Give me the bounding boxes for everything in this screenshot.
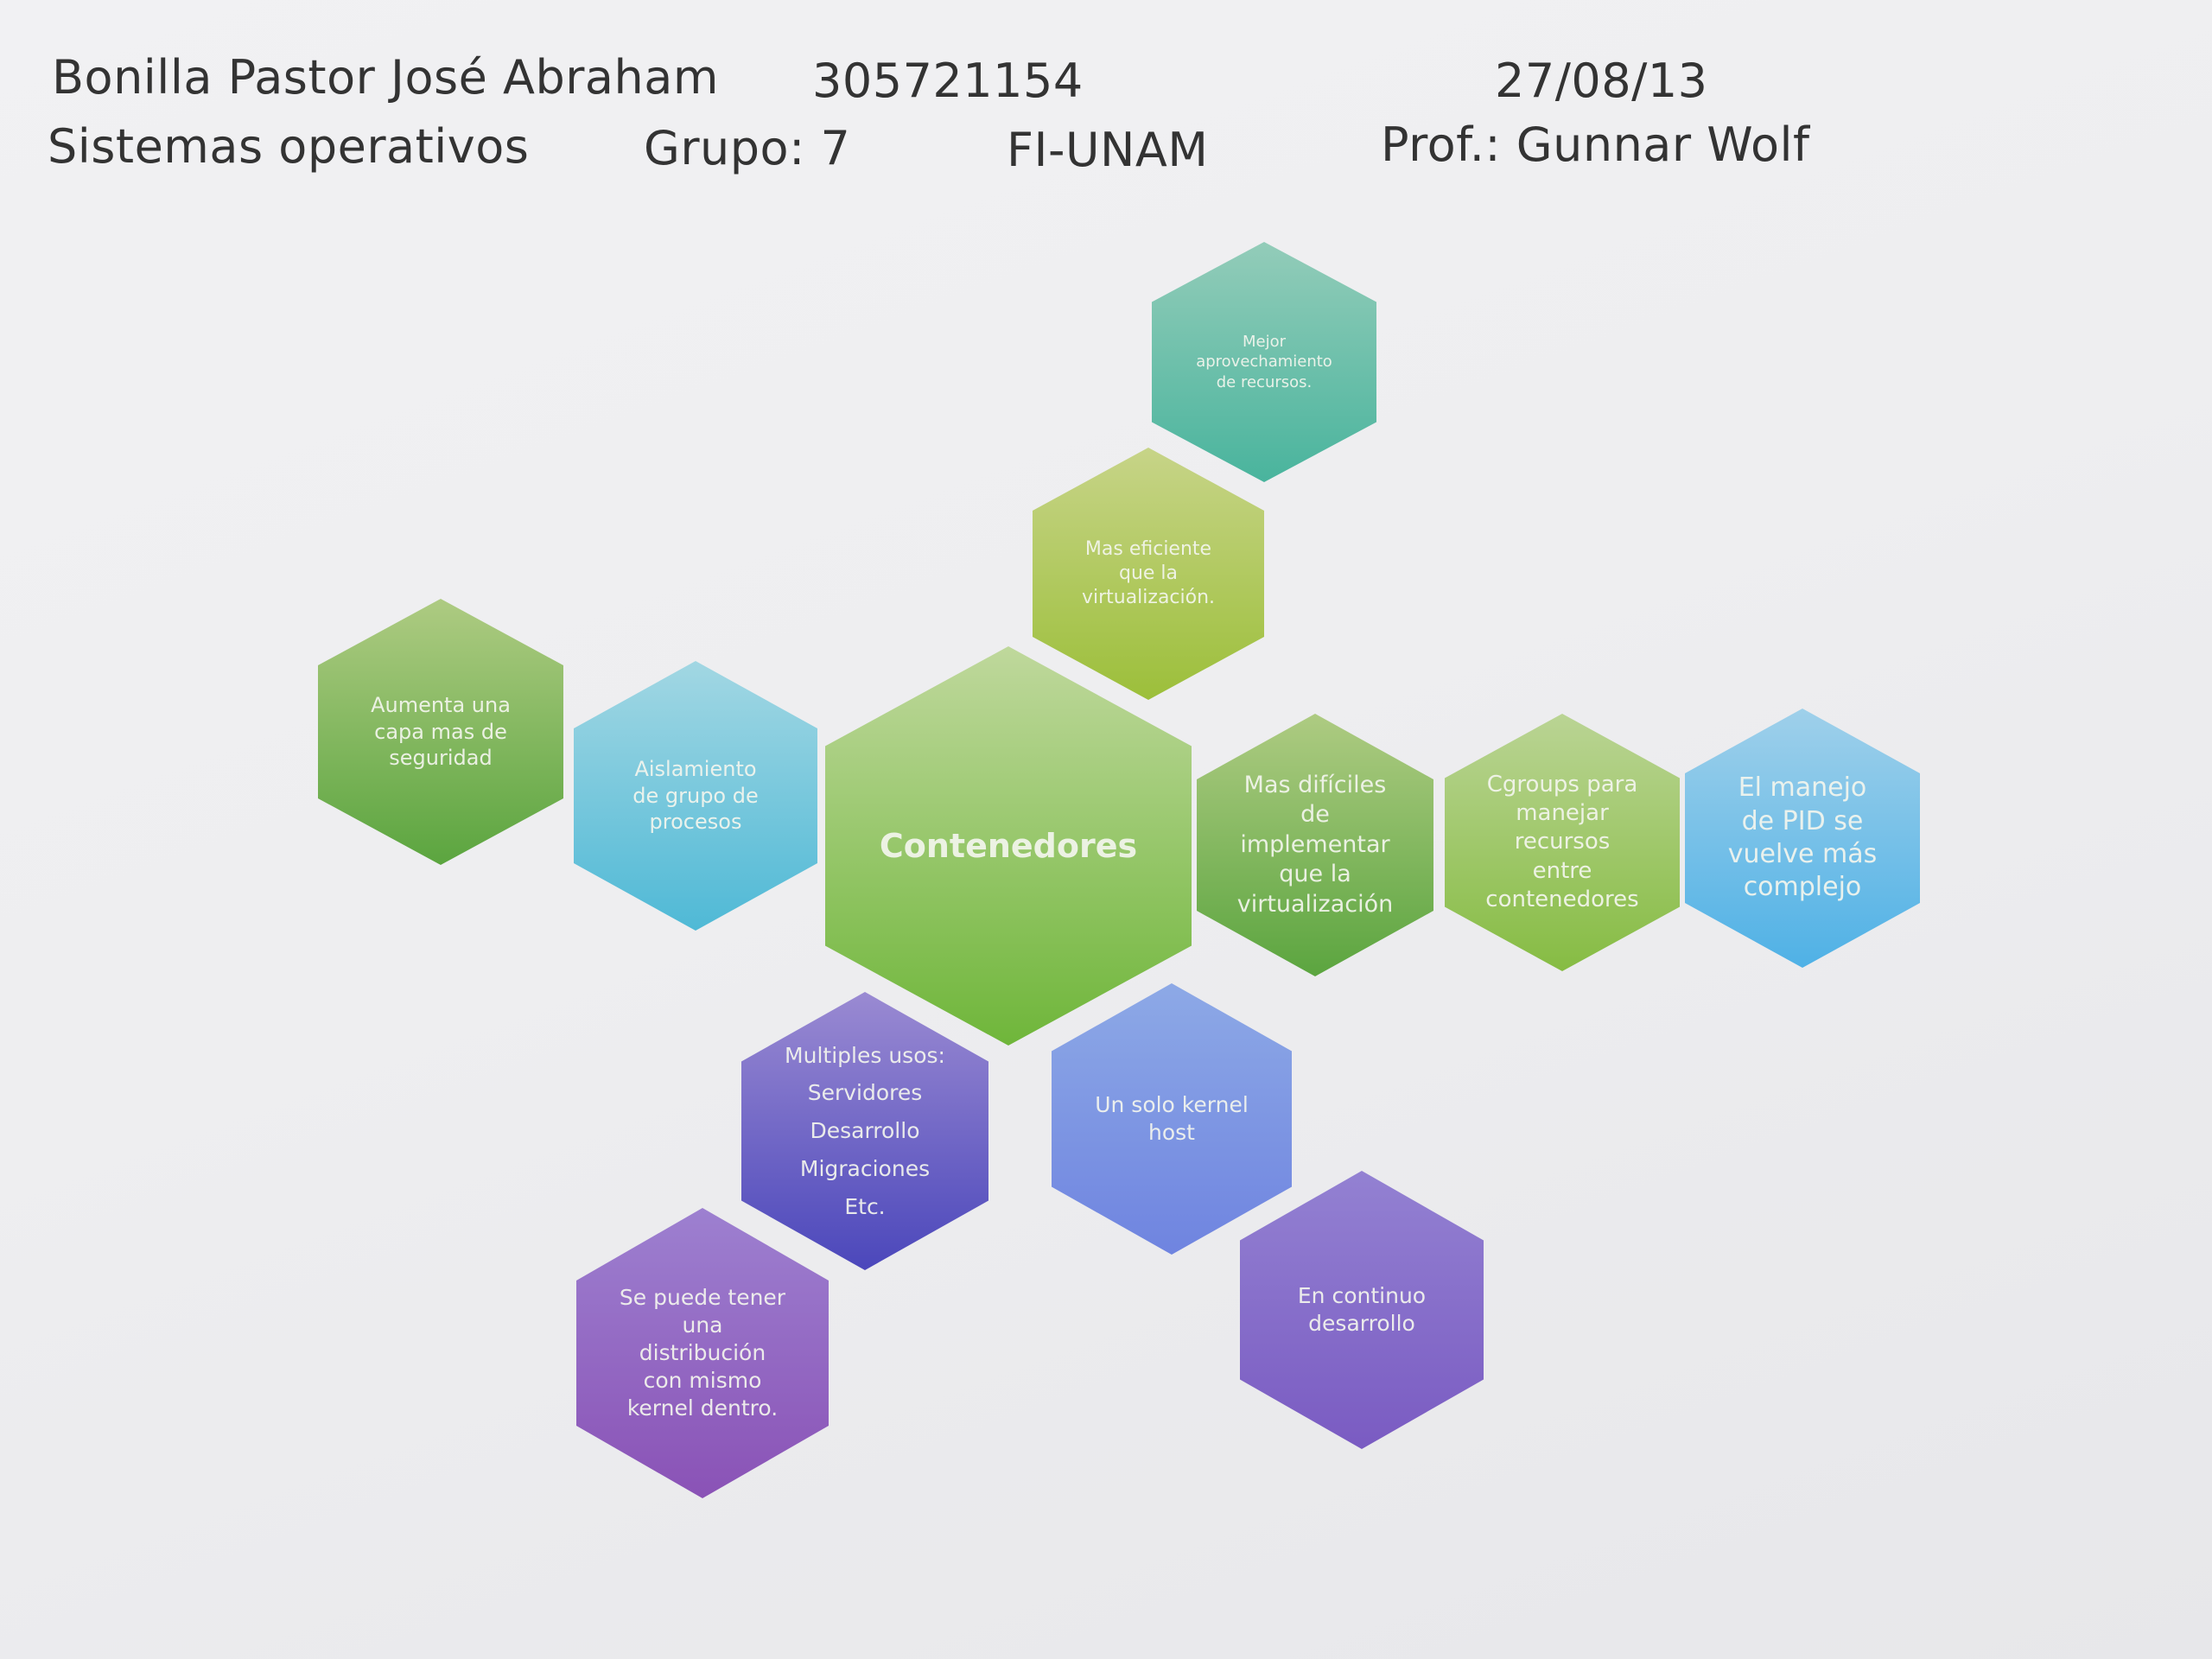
center-title: Contenedores	[879, 826, 1138, 865]
hex-harder-label: Mas difíciles de implementar que la virt…	[1236, 771, 1394, 918]
school-name: FI-UNAM	[1007, 123, 1209, 177]
hex-center-contenedores: Contenedores	[825, 646, 1192, 1046]
hex-cgroups: Cgroups para manejar recursos entre cont…	[1445, 714, 1680, 971]
student-id: 305721154	[812, 54, 1084, 108]
professor-name: Prof.: Gunnar Wolf	[1381, 118, 1810, 172]
hex-distro-label: Se puede tener una distribución con mism…	[619, 1285, 786, 1421]
hex-isolation: Aislamiento de grupo de procesos	[574, 661, 817, 931]
hex-efficient-label: Mas eficiente que la virtualización.	[1081, 537, 1216, 609]
hex-security: Aumenta una capa mas de seguridad	[318, 599, 563, 865]
hex-isolation-label: Aislamiento de grupo de procesos	[632, 756, 759, 835]
hex-kernel-label: Un solo kernel host	[1095, 1092, 1249, 1145]
group-number: Grupo: 7	[644, 121, 851, 175]
hex-kernel: Un solo kernel host	[1052, 983, 1292, 1255]
date: 27/08/13	[1495, 54, 1708, 108]
hex-continuous: En continuo desarrollo	[1240, 1171, 1484, 1449]
hex-pid: El manejo de PID se vuelve más complejo	[1685, 709, 1920, 968]
hex-uses-label: Multiples usos: Servidores Desarrollo Mi…	[785, 1042, 945, 1219]
hex-security-label: Aumenta una capa mas de seguridad	[371, 692, 511, 771]
hex-pid-label: El manejo de PID se vuelve más complejo	[1727, 772, 1878, 903]
hex-harder: Mas difíciles de implementar que la virt…	[1197, 714, 1433, 976]
hex-continuous-label: En continuo desarrollo	[1297, 1283, 1427, 1336]
course-name: Sistemas operativos	[48, 119, 530, 174]
hex-distro: Se puede tener una distribución con mism…	[576, 1208, 829, 1498]
student-name: Bonilla Pastor José Abraham	[52, 50, 719, 105]
hex-cgroups-label: Cgroups para manejar recursos entre cont…	[1485, 771, 1639, 912]
hex-resources: Mejor aprovechamiento de recursos.	[1152, 242, 1376, 482]
hex-efficient: Mas eficiente que la virtualización.	[1033, 448, 1264, 700]
hex-uses: Multiples usos: Servidores Desarrollo Mi…	[741, 992, 988, 1270]
hex-resources-label: Mejor aprovechamiento de recursos.	[1196, 333, 1332, 391]
